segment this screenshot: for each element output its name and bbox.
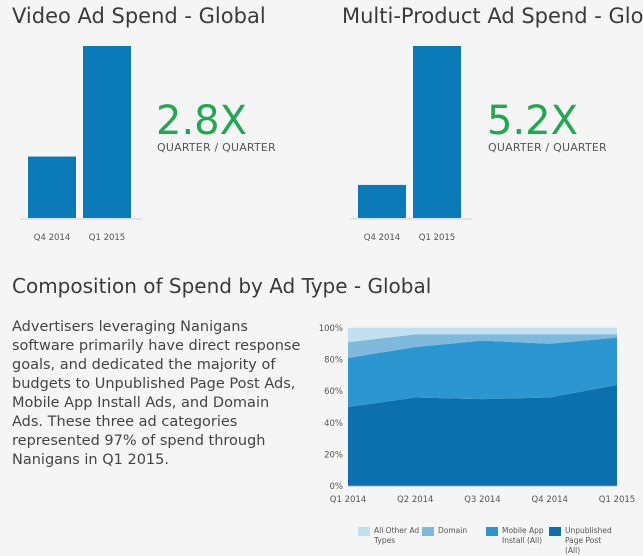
video-ad-spend-chart: Q4 2014 Q1 2015 [20, 46, 142, 243]
x-tick-label: Q4 2014 [532, 495, 568, 505]
bar-q1-2015 [413, 46, 461, 218]
y-tick-label: 20% [324, 450, 343, 460]
multi-product-ad-spend-title: Multi-Product Ad Spend - Global [342, 4, 643, 28]
area-unpublished-page-post-all [348, 384, 617, 486]
bar-category-label: Q1 2015 [89, 233, 125, 243]
bar-q1-2015 [83, 46, 131, 218]
bar-category-label: Q4 2014 [364, 233, 400, 243]
section-title: Composition of Spend by Ad Type - Global [12, 274, 432, 298]
multi-product-ad-spend-caption: QUARTER / QUARTER [488, 141, 607, 154]
legend-swatch [549, 527, 561, 536]
video-ad-spend-growth: 2.8X [156, 98, 248, 144]
area-mobile-app-install-all [348, 337, 617, 407]
legend-swatch [358, 527, 370, 536]
bar-category-label: Q4 2014 [34, 233, 70, 243]
y-tick-label: 60% [324, 387, 343, 397]
legend-label: All Other Ad Types [374, 526, 420, 545]
bar-q4-2014 [28, 156, 76, 218]
bar-category-label: Q1 2015 [419, 233, 455, 243]
y-tick-label: 100% [319, 324, 343, 334]
y-tick-label: 0% [330, 482, 344, 492]
multi-product-ad-spend-growth: 5.2X [487, 98, 579, 144]
legend-label: Unpublished Page Post (All) [565, 526, 612, 555]
x-tick-label: Q1 2015 [599, 495, 635, 505]
legend-label: Domain [438, 526, 468, 535]
bar-q4-2014 [358, 184, 406, 218]
x-tick-label: Q1 2014 [330, 495, 366, 505]
y-tick-label: 40% [324, 419, 343, 429]
multi-product-ad-spend-chart: Q4 2014 Q1 2015 [350, 46, 472, 243]
x-tick-label: Q3 2014 [464, 495, 500, 505]
legend-label: Mobile App Install (All) [502, 526, 544, 545]
description-paragraph: Advertisers leveraging Nanigans software… [12, 319, 301, 468]
area-all-other-ad-types [348, 328, 617, 343]
legend-swatch [422, 527, 434, 536]
legend-swatch [486, 527, 498, 536]
area-domain [348, 334, 617, 359]
y-tick-label: 80% [324, 356, 343, 366]
x-tick-label: Q2 2014 [397, 495, 433, 505]
video-ad-spend-caption: QUARTER / QUARTER [157, 141, 276, 154]
video-ad-spend-title: Video Ad Spend - Global [12, 4, 266, 28]
composition-area-chart: 0% 20% 40% 60% 80% 100% Q1 2014 Q2 2014 Q3 2014 Q… [319, 324, 635, 505]
